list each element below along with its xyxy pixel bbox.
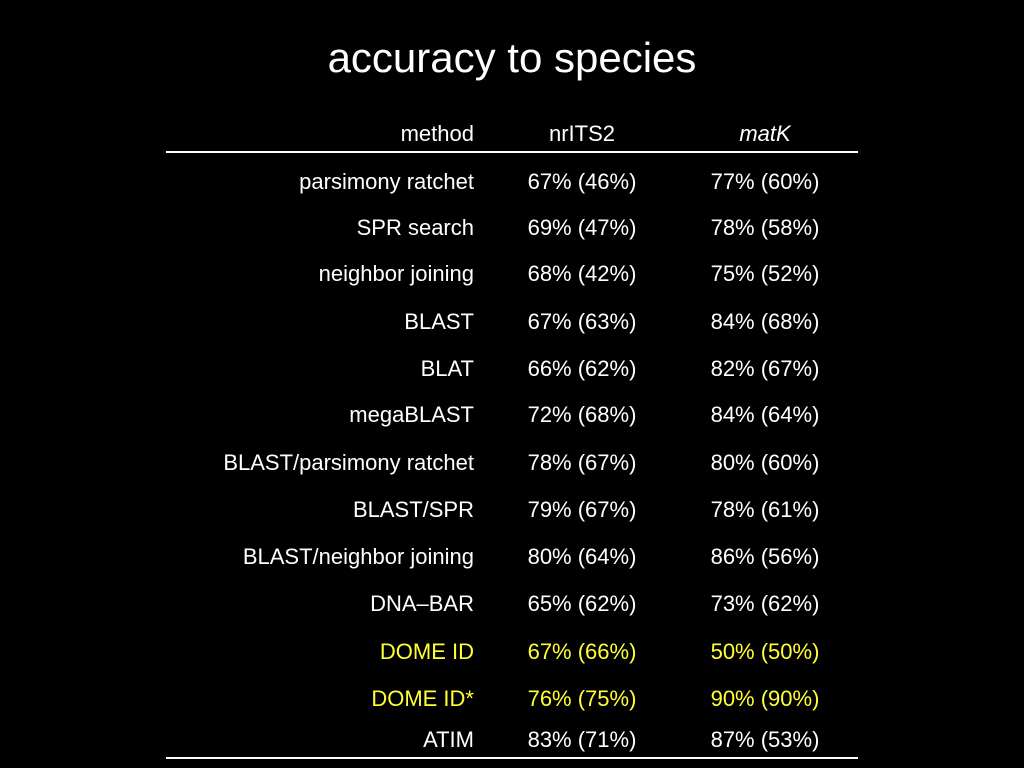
cell-nrits2: 66% (62%) [527,356,637,381]
table-header-row: method nrITS2 matK [166,114,858,154]
cell-method: DOME ID [379,639,474,664]
cell-matk: 82% (67%) [710,356,820,381]
table-row: DOME ID* 76% (75%) 90% (90%) [166,679,858,719]
cell-matk: 50% (50%) [710,639,820,664]
cell-matk: 84% (64%) [710,402,820,427]
cell-nrits2: 78% (67%) [527,450,637,475]
header-rule [166,151,858,153]
cell-method: neighbor joining [318,261,474,286]
cell-matk: 86% (56%) [710,544,820,569]
cell-matk: 80% (60%) [710,450,820,475]
cell-method: DOME ID* [371,686,474,711]
cell-nrits2: 68% (42%) [527,261,637,286]
table-row: SPR search 69% (47%) 78% (58%) [166,208,858,248]
table-row: BLAT 66% (62%) 82% (67%) [166,349,858,389]
cell-matk: 73% (62%) [710,591,820,616]
table-row: DNA–BAR 65% (62%) 73% (62%) [166,584,858,624]
cell-matk: 75% (52%) [710,261,820,286]
bottom-rule [166,757,858,759]
table-row: parsimony ratchet 67% (46%) 77% (60%) [166,162,858,202]
cell-matk: 87% (53%) [710,727,820,752]
cell-method: megaBLAST [349,402,474,427]
cell-method: ATIM [423,727,474,752]
table-row: BLAST/neighbor joining 80% (64%) 86% (56%) [166,537,858,577]
cell-nrits2: 65% (62%) [527,591,637,616]
cell-matk: 78% (61%) [710,497,820,522]
cell-nrits2: 79% (67%) [527,497,637,522]
cell-nrits2: 67% (63%) [527,309,637,334]
cell-method: DNA–BAR [370,591,474,616]
cell-nrits2: 80% (64%) [527,544,637,569]
cell-nrits2: 76% (75%) [527,686,637,711]
cell-matk: 90% (90%) [710,686,820,711]
table-row: BLAST/parsimony ratchet 78% (67%) 80% (60%… [166,443,858,483]
table-row: BLAST 67% (63%) 84% (68%) [166,302,858,342]
slide-title: accuracy to species [327,34,697,81]
header-matk: matK [739,121,791,146]
cell-nrits2: 83% (71%) [527,727,637,752]
cell-matk: 78% (58%) [710,215,820,240]
cell-nrits2: 67% (66%) [527,639,637,664]
table-row: megaBLAST 72% (68%) 84% (64%) [166,395,858,435]
header-method: method [400,121,474,146]
cell-matk: 84% (68%) [710,309,820,334]
cell-method: BLAST/parsimony ratchet [223,450,474,475]
cell-nrits2: 69% (47%) [527,215,637,240]
header-nrits2: nrITS2 [548,121,616,146]
cell-method: BLAST/neighbor joining [242,544,474,569]
cell-method: BLAST [404,309,474,334]
cell-method: BLAT [420,356,474,381]
table-row: BLAST/SPR 79% (67%) 78% (61%) [166,490,858,530]
table-row: ATIM 83% (71%) 87% (53%) [166,720,858,760]
cell-method: parsimony ratchet [299,169,474,194]
cell-method: SPR search [356,215,474,240]
table-row: DOME ID 67% (66%) 50% (50%) [166,632,858,672]
cell-nrits2: 67% (46%) [527,169,637,194]
cell-method: BLAST/SPR [352,497,474,522]
table-row: neighbor joining 68% (42%) 75% (52%) [166,254,858,294]
cell-nrits2: 72% (68%) [527,402,637,427]
cell-matk: 77% (60%) [710,169,820,194]
